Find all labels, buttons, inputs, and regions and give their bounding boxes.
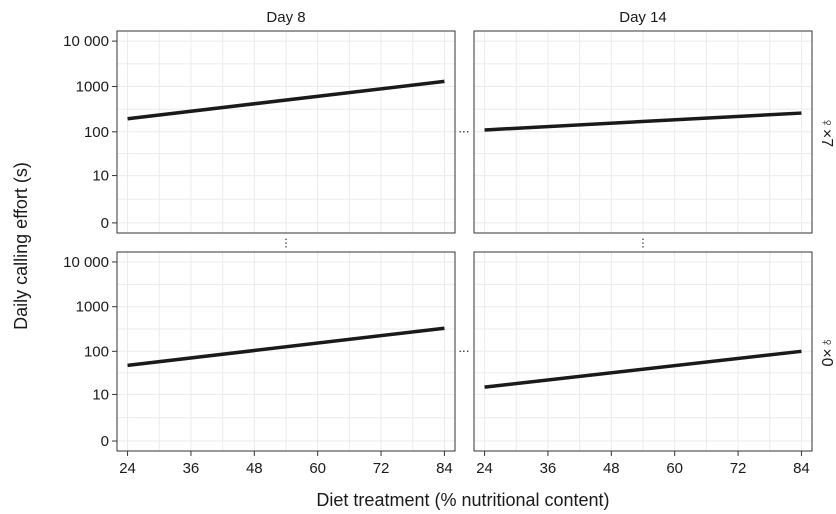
y-tick-label: 1000 [76, 79, 109, 96]
y-tick-label: 10 000 [63, 254, 109, 271]
x-tick-label: 48 [246, 460, 263, 477]
y-tick-label: 1000 [76, 299, 109, 316]
y-tick-label: 10 000 [63, 33, 109, 50]
facet-column-label: Day 8 [266, 9, 305, 26]
facet-column-label: Day 14 [619, 9, 667, 26]
panel-frame [473, 251, 813, 452]
x-tick-label: 60 [309, 460, 326, 477]
grid-layer [117, 31, 812, 451]
x-tick-label: 60 [666, 460, 683, 477]
x-tick-label: 72 [730, 460, 747, 477]
panel-gap-marker: ⋮ [458, 346, 470, 357]
y-tick-label: 0 [101, 433, 109, 450]
panel-gap-marker: ⋮ [638, 238, 649, 250]
series-line-4 [484, 349, 802, 389]
panel-frame [473, 30, 813, 234]
label-layer: 0 10 100 1000 10 000 0 10 100 1000 10 000 24 36 48 60… [63, 9, 835, 477]
y-tick-label: 10 [92, 168, 109, 185]
x-tick-label: 24 [476, 460, 493, 477]
series-line-3 [127, 326, 445, 368]
x-tick-label: 48 [603, 460, 620, 477]
y-tick-label: 0 [101, 215, 109, 232]
x-tick-label: 84 [436, 460, 453, 477]
y-tick-label: 10 [92, 386, 109, 403]
series-line-1 [127, 79, 445, 121]
x-tick-label: 36 [183, 460, 200, 477]
y-tick-label: 100 [84, 124, 109, 141]
y-axis-title: Daily calling effort (s) [11, 162, 31, 330]
x-tick-label: 24 [119, 460, 136, 477]
x-tick-label: 36 [540, 460, 557, 477]
y-tick-label: 100 [84, 343, 109, 360]
x-tick-label: 72 [373, 460, 390, 477]
x-tick-label: 84 [793, 460, 810, 477]
facet-row-label: ♀×7 [818, 117, 835, 147]
panel-gap-marker: ⋮ [458, 126, 470, 137]
x-axis-title: Diet treatment (% nutritional content) [316, 490, 609, 510]
line-layer [127, 79, 802, 389]
series-line-2 [484, 111, 802, 132]
facet-row-label: ♀×0 [818, 336, 835, 366]
panel-gap-marker: ⋮ [281, 238, 292, 250]
frame-layer [112, 30, 813, 456]
